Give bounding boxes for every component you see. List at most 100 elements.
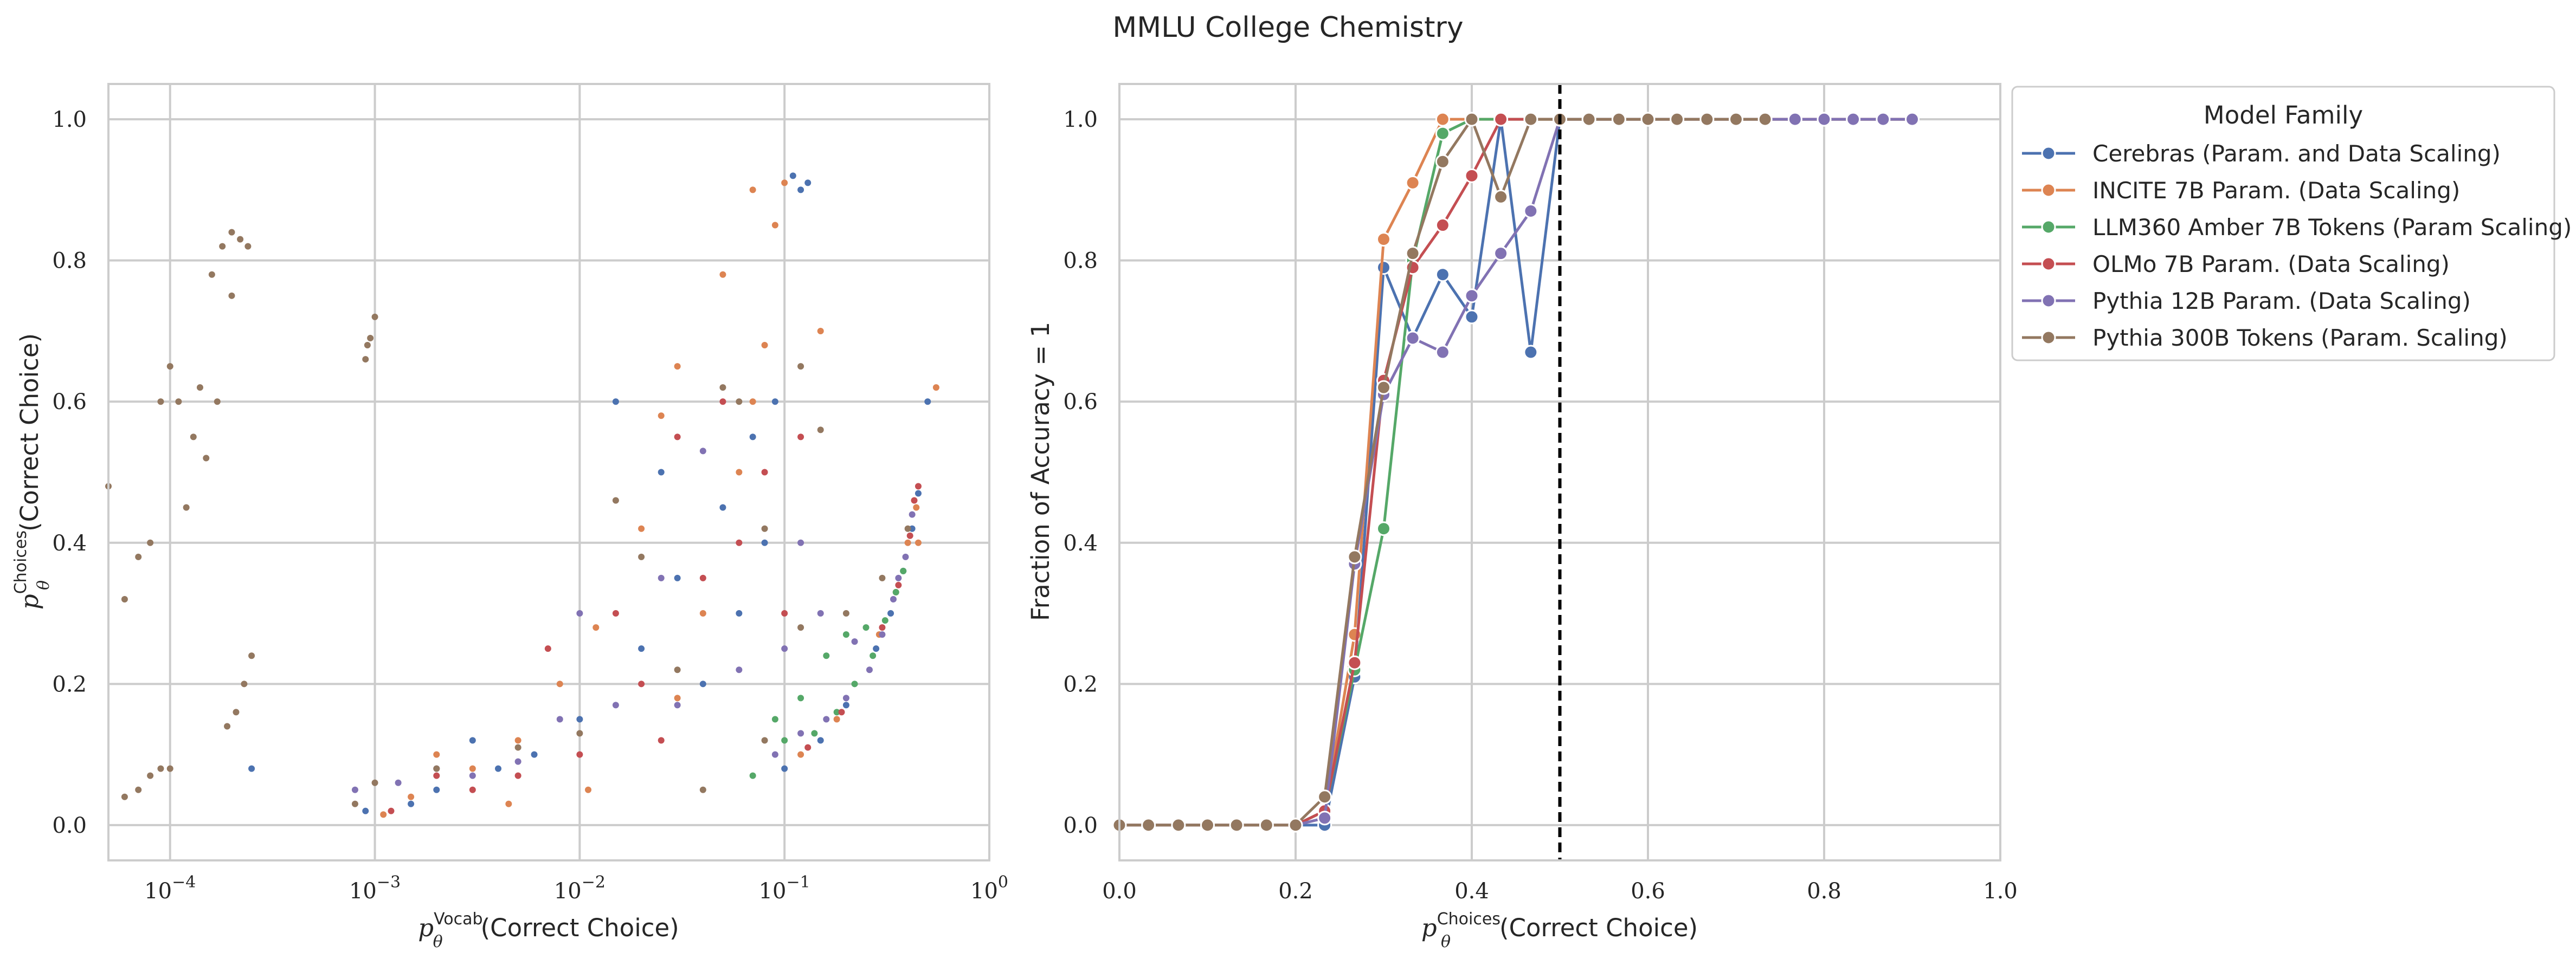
scatter-points: [105, 172, 939, 818]
scatter-point: [895, 574, 902, 581]
scatter-y-ticks: 0.0 0.2 0.4 0.6 0.8 1.0: [52, 107, 87, 838]
scatter-point: [771, 222, 778, 229]
legend-item: Pythia 12B Param. (Data Scaling): [2022, 288, 2471, 314]
scatter-point: [804, 179, 812, 186]
scatter-point: [890, 595, 897, 602]
series-marker: [1523, 112, 1538, 127]
scatter-point: [362, 356, 369, 363]
scatter-point: [771, 716, 778, 723]
legend: Model Family Cerebras (Param. and Data S…: [2011, 86, 2572, 361]
scatter-point: [196, 384, 203, 391]
scatter-point: [674, 433, 681, 440]
line-x-tick-label: 0.4: [1454, 879, 1489, 904]
line-series-group: [1112, 112, 1773, 833]
series-marker: [1846, 112, 1861, 127]
line-y-tick-label: 0.6: [1063, 390, 1098, 414]
scatter-point: [719, 504, 726, 511]
scatter-point: [351, 800, 358, 807]
scatter-point: [879, 574, 886, 581]
scatter-point: [736, 666, 743, 673]
scatter-point: [593, 624, 600, 631]
scatter-point: [699, 786, 706, 793]
scatter-point: [761, 525, 768, 532]
scatter-point: [638, 681, 645, 688]
scatter-x-tick-label: 10−1: [759, 873, 810, 904]
scatter-point: [395, 779, 402, 786]
scatter-point: [147, 539, 154, 546]
series-marker: [1259, 818, 1274, 833]
scatter-point: [469, 765, 476, 772]
scatter-point: [674, 666, 681, 673]
scatter-point: [699, 574, 706, 581]
series-marker: [1464, 309, 1479, 325]
scatter-point: [851, 638, 858, 645]
scatter-y-tick-label: 0.6: [52, 390, 87, 414]
series-marker: [1171, 818, 1186, 833]
scatter-point: [797, 186, 804, 193]
scatter-point: [881, 617, 888, 624]
scatter-point: [576, 716, 583, 723]
series-marker: [1905, 112, 1920, 127]
scatter-point: [214, 398, 221, 405]
scatter-point: [556, 716, 563, 723]
scatter-point: [736, 398, 743, 405]
scatter-point: [797, 730, 804, 737]
scatter-point: [367, 334, 374, 341]
scatter-point: [873, 645, 880, 652]
scatter-point: [576, 751, 583, 758]
series-marker: [1435, 126, 1450, 141]
series-marker: [1376, 521, 1391, 536]
scatter-point: [233, 709, 240, 716]
scatter-point: [699, 610, 706, 617]
scatter-point: [771, 751, 778, 758]
scatter-y-label-sup: Choices: [11, 530, 30, 594]
series-marker: [1317, 811, 1332, 826]
line-y-tick-label: 0.2: [1063, 672, 1098, 697]
scatter-point: [371, 313, 378, 320]
scatter-y-tick-label: 0.0: [52, 813, 87, 838]
legend-item: OLMo 7B Param. (Data Scaling): [2022, 251, 2450, 277]
series-marker: [1347, 549, 1362, 565]
scatter-point: [219, 243, 226, 250]
scatter-point: [870, 652, 877, 659]
scatter-point: [166, 765, 173, 772]
scatter-grid: [108, 84, 990, 860]
scatter-point: [380, 811, 387, 818]
legend-label: LLM360 Amber 7B Tokens (Param Scaling): [2092, 214, 2572, 241]
legend-label: Cerebras (Param. and Data Scaling): [2092, 140, 2501, 167]
legend-item: Cerebras (Param. and Data Scaling): [2022, 140, 2501, 167]
scatter-point: [915, 490, 922, 497]
scatter-y-tick-label: 0.4: [52, 531, 87, 556]
scatter-point: [817, 327, 824, 334]
legend-item: LLM360 Amber 7B Tokens (Param Scaling): [2022, 214, 2572, 241]
scatter-point: [749, 433, 756, 440]
scatter-point: [761, 469, 768, 476]
scatter-point: [674, 363, 681, 370]
scatter-point: [433, 772, 440, 779]
line-x-label-base: p: [1421, 913, 1437, 942]
scatter-y-tick-label: 0.8: [52, 249, 87, 274]
scatter-x-axis-label: pVocab θ (Correct Choice): [418, 910, 679, 951]
series-marker: [1405, 175, 1420, 190]
scatter-point: [157, 398, 164, 405]
series-marker: [1376, 380, 1391, 395]
scatter-frame: [107, 83, 990, 861]
series-marker: [1523, 203, 1538, 218]
scatter-point: [781, 610, 788, 617]
legend-marker: [2041, 146, 2056, 161]
scatter-point: [433, 786, 440, 793]
scatter-point: [902, 553, 909, 560]
scatter-point: [699, 448, 706, 455]
scatter-point: [879, 624, 886, 631]
scatter-point: [771, 398, 778, 405]
scatter-point: [638, 553, 645, 560]
scatter-point: [203, 455, 210, 462]
legend-marker: [2041, 293, 2056, 308]
scatter-y-axis-label: pChoices θ (Correct Choice): [11, 333, 53, 610]
scatter-point: [842, 631, 849, 638]
series-marker: [1876, 112, 1891, 127]
scatter-point: [797, 539, 804, 546]
scatter-point: [658, 469, 665, 476]
line-y-axis-label: Fraction of Accuracy = 1: [1026, 322, 1055, 621]
series-marker: [1229, 818, 1244, 833]
